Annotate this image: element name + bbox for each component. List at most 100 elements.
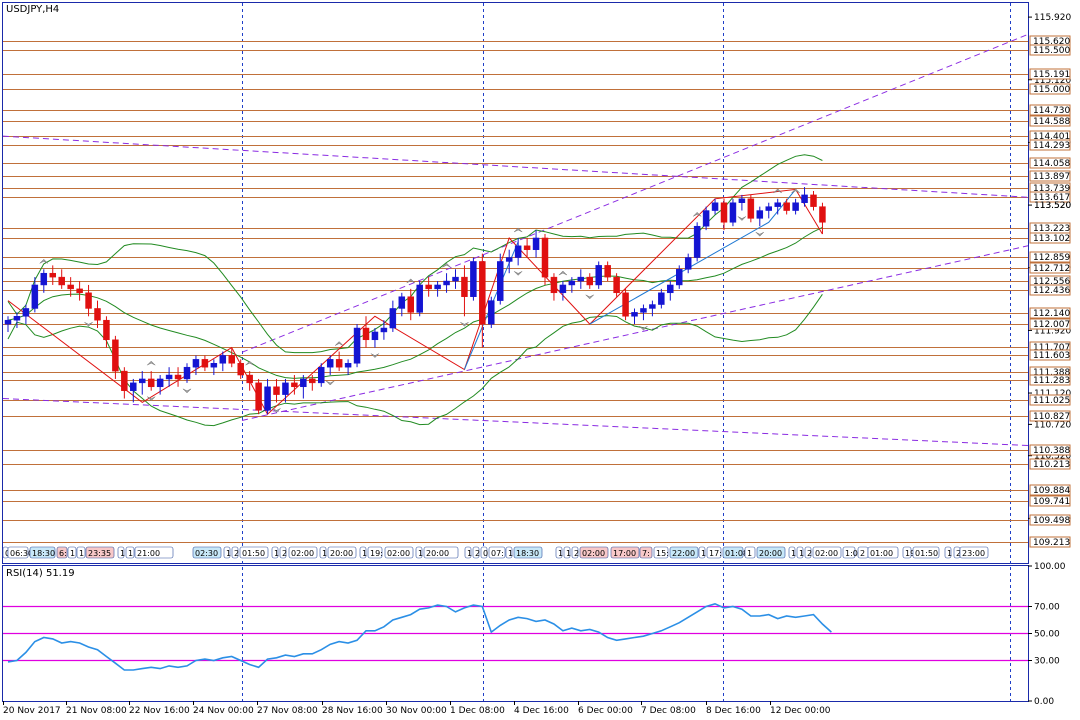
- time-tag-box: [384, 546, 414, 559]
- candle-bullish: [139, 378, 146, 384]
- candle-bearish: [720, 202, 728, 223]
- time-tag-label: 01:50: [915, 549, 938, 558]
- time-tag-label: 2: [282, 549, 287, 558]
- candle-bearish: [309, 378, 316, 384]
- time-tag-box: [669, 546, 699, 559]
- level-price-box: [1029, 251, 1071, 263]
- candle-bearish: [94, 308, 101, 321]
- price-axis-label: 111.920: [1034, 326, 1071, 336]
- rsi-axis-label: 0.00: [1034, 697, 1054, 707]
- band-lower: [7, 294, 823, 427]
- time-tag-label: 1: [558, 549, 563, 558]
- time-tag-label: 6:: [59, 549, 67, 558]
- price-axis-label: 110.720: [1034, 420, 1071, 430]
- time-tag-box: [796, 546, 804, 559]
- level-price-label: 112.007: [1033, 320, 1070, 330]
- time-tag-box: [698, 546, 706, 559]
- fractal-up-marker: [39, 258, 48, 264]
- time-tag-box: [239, 546, 269, 559]
- time-tag-label: 01:08: [725, 549, 748, 558]
- candle-bullish: [40, 272, 48, 286]
- channel-line-2: [2, 398, 1029, 447]
- level-price-label: 113.739: [1033, 184, 1070, 194]
- time-tag-label: 2: [234, 549, 239, 558]
- level-price-label: 112.712: [1033, 264, 1070, 274]
- time-tag-box: [223, 546, 231, 559]
- candle-bearish: [541, 237, 549, 278]
- level-price-label: 115.620: [1033, 37, 1070, 47]
- time-tag-box: [944, 546, 952, 559]
- time-axis-label: 21 Nov 08:00: [66, 706, 127, 716]
- candle-bearish: [237, 363, 244, 376]
- time-tag-label: 17:: [709, 549, 722, 558]
- candle-bullish: [452, 276, 459, 282]
- candle-bullish: [318, 366, 325, 384]
- candle-bullish: [693, 225, 701, 258]
- time-tag-box: [423, 546, 459, 559]
- candle-bullish: [577, 276, 585, 282]
- level-price-label: 109.884: [1033, 486, 1070, 496]
- candle-bullish: [156, 378, 164, 388]
- candle-bearish: [461, 276, 468, 297]
- time-tag-box: [513, 546, 543, 559]
- price-axis-label: 110.320: [1034, 452, 1071, 462]
- fractal-down-marker: [513, 271, 523, 276]
- candle-bullish: [756, 210, 764, 219]
- time-axis-label: 4 Dec 16:00: [514, 706, 569, 716]
- time-tag-box: [563, 546, 571, 559]
- time-tag-label: 1: [701, 549, 706, 558]
- time-axis-label: 20 Nov 2017: [3, 706, 61, 716]
- fractal-up-marker: [692, 211, 702, 217]
- candle-bullish: [210, 363, 218, 368]
- level-price-label: 115.000: [1033, 85, 1070, 95]
- time-tag-box: [959, 546, 989, 559]
- time-tag-label: 22:00: [672, 549, 695, 558]
- channel-line-1: [241, 33, 1029, 353]
- price-axis-label: 115.120: [1034, 76, 1071, 86]
- time-tag-label: 2: [860, 549, 865, 558]
- candle-bullish: [765, 206, 772, 211]
- time-tag-label: 1: [120, 549, 125, 558]
- level-price-label: 112.140: [1033, 309, 1070, 319]
- candle-bearish: [85, 292, 92, 309]
- time-tag-box: [415, 546, 423, 559]
- time-tag-label: 20:00: [330, 549, 353, 558]
- level-price-label: 111.707: [1033, 343, 1070, 353]
- fractal-up-marker: [334, 341, 344, 346]
- candle-bullish: [380, 327, 388, 333]
- time-tag-box: [571, 546, 579, 559]
- time-tag-label: 1: [70, 549, 75, 558]
- time-tag-box: [279, 546, 287, 559]
- candle-bullish: [470, 261, 477, 297]
- channel-line-4: [241, 245, 1029, 421]
- candle-bullish: [416, 284, 423, 313]
- candle-bearish: [335, 359, 343, 368]
- time-tag-label: 15:: [656, 549, 669, 558]
- candle-bullish: [801, 194, 808, 203]
- candle-bearish: [255, 382, 262, 411]
- fractal-up-marker: [406, 278, 415, 284]
- candle-bullish: [4, 319, 12, 325]
- time-tag-label: 2: [475, 549, 480, 558]
- time-tag-label: 19: [905, 549, 915, 558]
- time-tag-box: [480, 546, 488, 559]
- level-price-label: 115.500: [1033, 46, 1070, 56]
- candle-bearish: [362, 327, 370, 341]
- time-tag-label: 2: [956, 549, 961, 558]
- candle-bullish: [559, 284, 567, 294]
- time-tag-box: [912, 546, 940, 559]
- level-price-box: [1029, 410, 1071, 422]
- candle-bullish: [300, 378, 307, 388]
- candlesticks: [4, 187, 826, 415]
- fractal-down-marker: [755, 231, 764, 237]
- level-price-label: 109.498: [1033, 516, 1070, 526]
- candle-bullish: [434, 284, 441, 290]
- level-price-label: 113.223: [1033, 224, 1070, 234]
- candle-bullish: [443, 280, 450, 286]
- horizontal-price-levels: [3, 41, 1028, 543]
- time-tag-box: [117, 546, 125, 559]
- time-tag-label: 02:00: [815, 549, 838, 558]
- fractal-up-marker: [513, 227, 523, 233]
